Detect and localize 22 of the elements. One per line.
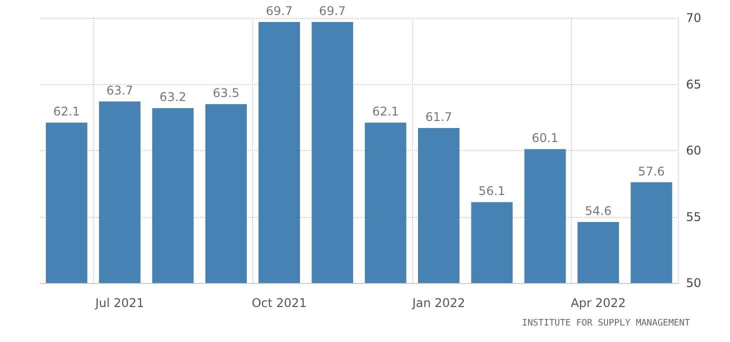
data-label: 57.6 bbox=[638, 164, 665, 178]
y-tick-label: 65 bbox=[686, 77, 702, 92]
y-tick-label: 55 bbox=[686, 210, 702, 224]
x-tick-label: Oct 2021 bbox=[252, 296, 307, 310]
data-label: 63.2 bbox=[160, 90, 186, 104]
text: INSTITUTE FOR SUPPLY MANAGEMENT bbox=[522, 318, 691, 328]
data-label: 62.1 bbox=[372, 104, 399, 119]
data-label: 54.6 bbox=[584, 204, 612, 218]
data-label: 56.1 bbox=[478, 184, 506, 198]
data-label: 61.7 bbox=[425, 110, 452, 124]
data-label: 69.7 bbox=[266, 4, 293, 18]
y-tick-label: 70 bbox=[686, 11, 702, 25]
data-label: 63.5 bbox=[212, 86, 240, 100]
y-tick-label: 50 bbox=[686, 276, 702, 290]
data-label: 69.7 bbox=[319, 4, 346, 18]
data-label: 63.7 bbox=[106, 83, 134, 98]
y-tick-label: 60 bbox=[686, 144, 702, 158]
data-label: 62.1 bbox=[53, 104, 80, 119]
x-tick-label: Jan 2022 bbox=[411, 296, 466, 310]
x-tick-label: Jul 2021 bbox=[94, 296, 144, 310]
data-label: 60.1 bbox=[532, 131, 558, 146]
x-tick-label: Apr 2022 bbox=[570, 296, 626, 310]
